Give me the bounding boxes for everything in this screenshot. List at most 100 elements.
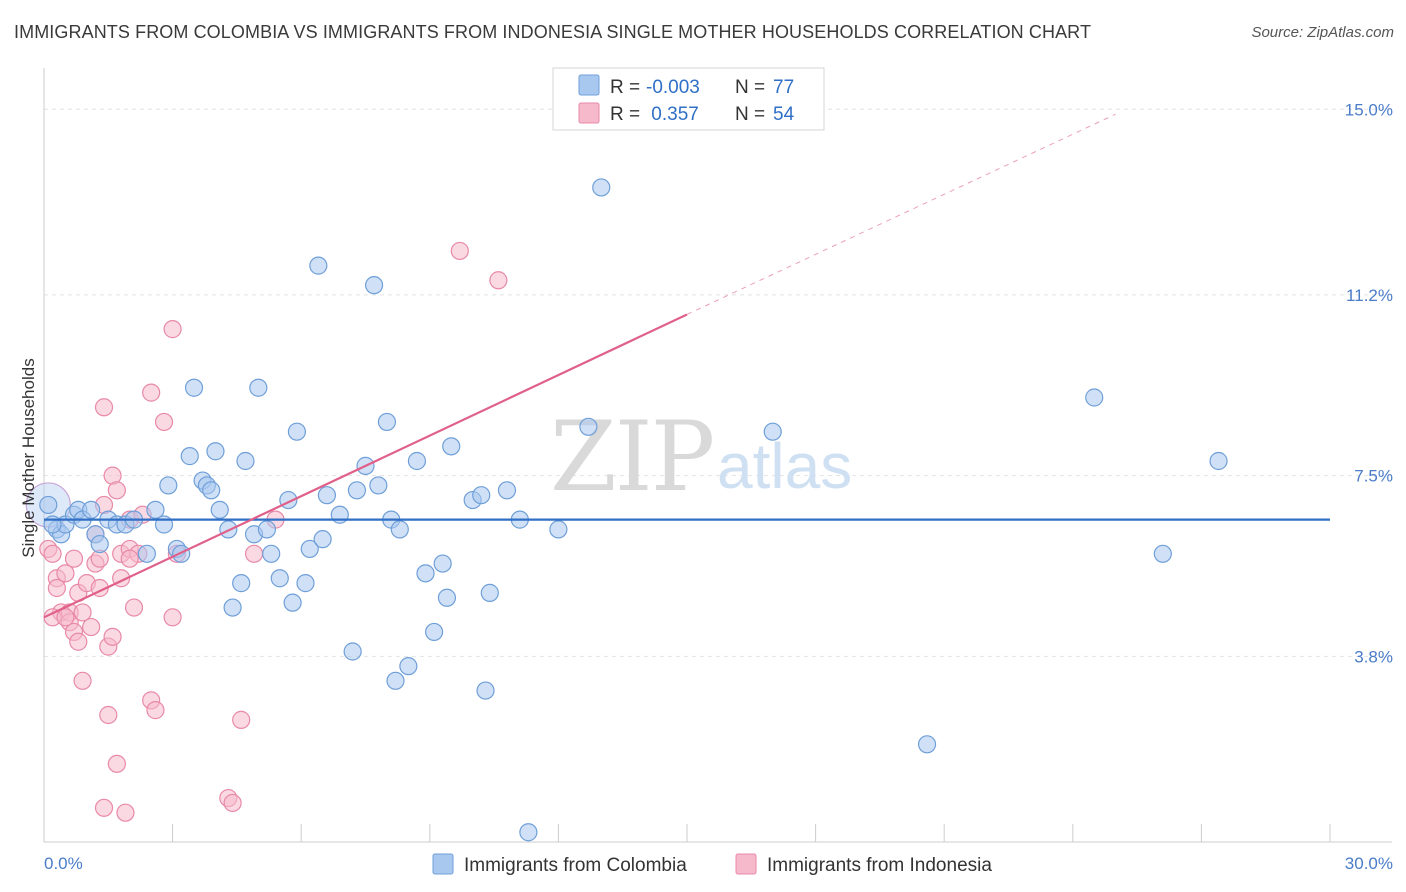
colombia-point (223, 598, 242, 617)
trend-lines (43, 113, 1330, 619)
colombia-point (232, 574, 251, 593)
bottom-legend-swatch-indonesia (735, 853, 757, 875)
indonesia-point (43, 544, 62, 563)
chart-title: IMMIGRANTS FROM COLOMBIA VS IMMIGRANTS F… (14, 22, 1092, 42)
indonesia-point (163, 608, 182, 627)
colombia-point (917, 735, 937, 754)
colombia-point (377, 412, 397, 432)
indonesia-point (232, 710, 251, 729)
colombia-point (480, 583, 499, 602)
colombia-point (184, 378, 204, 397)
indonesia-point (163, 320, 182, 339)
colombia-point (763, 422, 782, 441)
y-tick-label: 11.2% (1346, 286, 1393, 305)
colombia-point (202, 481, 221, 500)
y-tick-label: 3.8% (1354, 647, 1393, 666)
indonesia-point (73, 603, 92, 622)
colombia-point (1153, 544, 1172, 563)
colombia-point (210, 500, 229, 519)
indonesia-point (56, 564, 75, 583)
colombia-point (437, 588, 457, 607)
colombia-point (433, 554, 452, 573)
axes (43, 68, 1392, 843)
colombia-point (249, 378, 268, 397)
legend-swatch-colombia (578, 74, 600, 96)
x-tick-label: 0.0% (44, 854, 83, 873)
colombia-point (39, 495, 58, 515)
indonesia-point (124, 598, 144, 617)
indonesia-point (94, 398, 114, 417)
x-tick-labels: 0.0% 30.0% (44, 854, 1393, 873)
colombia-point (82, 500, 101, 519)
colombia-point (296, 574, 315, 593)
colombia-point (472, 486, 491, 505)
watermark-zip: ZIP (550, 401, 713, 513)
colombia-point (399, 657, 418, 676)
indonesia-point (82, 617, 101, 637)
indonesia-point (56, 608, 75, 627)
colombia-point (262, 544, 281, 563)
indonesia-point (107, 481, 126, 500)
colombia-point (283, 593, 302, 612)
colombia-point (90, 534, 109, 554)
legend-n-value: 77 (773, 77, 794, 98)
legend-n-value: 54 (773, 104, 795, 125)
bottom-legend-swatch-colombia (432, 853, 454, 875)
colombia-point (369, 476, 388, 495)
colombia-point (236, 451, 255, 471)
indonesia-point (154, 412, 174, 432)
colombia-point (364, 276, 384, 295)
bottom-legend: Immigrants from Colombia Immigrants from… (432, 853, 992, 876)
colombia-point (270, 569, 289, 588)
indonesia-point (103, 627, 122, 646)
indonesia-point (107, 754, 126, 773)
colombia-point (180, 447, 199, 466)
legend-r-label: R = (610, 77, 640, 98)
legend: R = -0.003 N = 77 R = 0.357 N = 54 (552, 67, 825, 131)
colombia-point (390, 520, 409, 539)
colombia-point (442, 437, 461, 456)
y-axis-label: Single Mother Households (19, 358, 38, 557)
bottom-legend-label-colombia: Immigrants from Colombia (464, 855, 687, 876)
colombia-point (416, 564, 435, 583)
indonesia-point (47, 578, 66, 598)
indonesia-point (142, 383, 161, 402)
indonesia-point (64, 549, 84, 568)
colombia-point (309, 256, 328, 275)
colombia-point (146, 500, 165, 519)
colombia-point (257, 520, 277, 539)
legend-swatch-indonesia (578, 102, 600, 124)
colombia-point (300, 539, 319, 559)
indonesia-point (244, 544, 264, 563)
y-tick-labels: 3.8% 7.5% 11.2% 15.0% (1345, 100, 1393, 666)
watermark: ZIP atlas (550, 401, 852, 513)
colombia-point (424, 622, 444, 642)
y-tick-label: 15.0% (1345, 100, 1393, 119)
legend-n-label: N = (735, 104, 765, 125)
colombia-point (579, 417, 598, 436)
colombia-point (476, 681, 495, 700)
indonesia-point (489, 271, 508, 290)
indonesia-point (120, 549, 139, 568)
x-tick-label: 30.0% (1345, 854, 1393, 873)
colombia-point (592, 178, 611, 197)
legend-r-label: R = (610, 104, 640, 125)
source-label: Source: ZipAtlas.com (1251, 24, 1394, 41)
colombia-point (317, 486, 337, 505)
legend-r-value: -0.003 (646, 77, 700, 98)
indonesia-point (146, 701, 165, 720)
colombia-point (407, 451, 427, 471)
indonesia-point (223, 793, 242, 813)
colombia-point (519, 823, 538, 842)
indonesia-point (116, 803, 135, 822)
indonesia-point (450, 241, 469, 261)
legend-n-label: N = (735, 77, 765, 98)
colombia-point (287, 422, 307, 441)
colombia-point (206, 442, 225, 461)
colombia-point (159, 476, 178, 495)
colombia-point (313, 530, 332, 549)
legend-r-value: 0.357 (646, 104, 699, 125)
indonesia-point (99, 705, 118, 725)
colombia-point (549, 520, 568, 539)
